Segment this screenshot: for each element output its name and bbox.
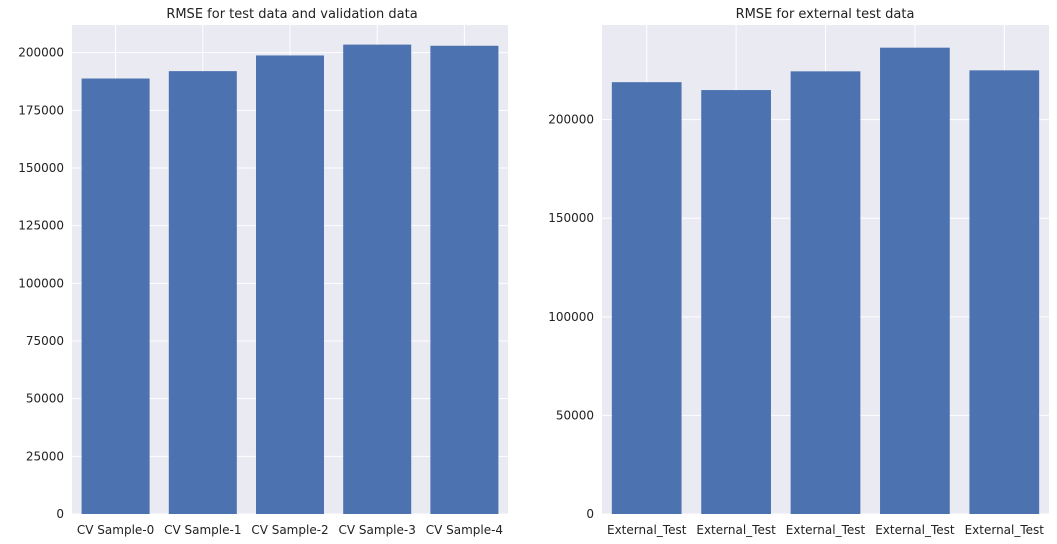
y-tick-label: 50000 bbox=[26, 392, 64, 406]
x-tick-label: External_Test bbox=[875, 523, 955, 537]
y-tick-label: 50000 bbox=[556, 408, 594, 422]
y-tick-label: 100000 bbox=[548, 310, 594, 324]
y-tick-label: 0 bbox=[586, 507, 594, 521]
bar bbox=[255, 55, 325, 514]
y-tick-label: 125000 bbox=[18, 219, 64, 233]
x-tick-label: External_Test bbox=[965, 523, 1045, 537]
bar bbox=[969, 70, 1040, 515]
x-tick-label: CV Sample-1 bbox=[164, 523, 241, 537]
bar bbox=[880, 47, 950, 514]
bar bbox=[81, 78, 150, 514]
y-tick-label: 150000 bbox=[18, 161, 64, 175]
y-tick-label: 200000 bbox=[18, 46, 64, 60]
y-tick-label: 75000 bbox=[26, 334, 64, 348]
x-tick-label: CV Sample-0 bbox=[77, 523, 154, 537]
bar bbox=[343, 44, 412, 514]
x-tick-label: External_Test bbox=[607, 523, 687, 537]
bar bbox=[430, 45, 499, 515]
bar bbox=[701, 90, 771, 515]
y-tick-label: 25000 bbox=[26, 449, 64, 463]
bar bbox=[168, 71, 237, 514]
chart-external-rmse: 0 50000 100000 150000 200000 External_Test Ext… bbox=[548, 7, 1049, 537]
y-tick-label: 200000 bbox=[548, 113, 594, 127]
x-tick-label: CV Sample-3 bbox=[339, 523, 416, 537]
chart-cv-rmse: 0 25000 50000 75000 100000 125000 150000 175000… bbox=[18, 7, 508, 537]
y-tick-label: 0 bbox=[56, 507, 64, 521]
y-tick-label: 100000 bbox=[18, 276, 64, 290]
x-tick-label: CV Sample-4 bbox=[426, 523, 503, 537]
bar bbox=[790, 71, 861, 514]
bar bbox=[611, 82, 682, 514]
y-tick-label: 150000 bbox=[548, 211, 594, 225]
x-tick-label: External_Test bbox=[786, 523, 866, 537]
chart-title: RMSE for test data and validation data bbox=[166, 7, 417, 22]
y-tick-label: 175000 bbox=[18, 103, 64, 117]
x-tick-label: CV Sample-2 bbox=[251, 523, 328, 537]
chart-title: RMSE for external test data bbox=[736, 7, 915, 22]
x-tick-label: External_Test bbox=[696, 523, 776, 537]
